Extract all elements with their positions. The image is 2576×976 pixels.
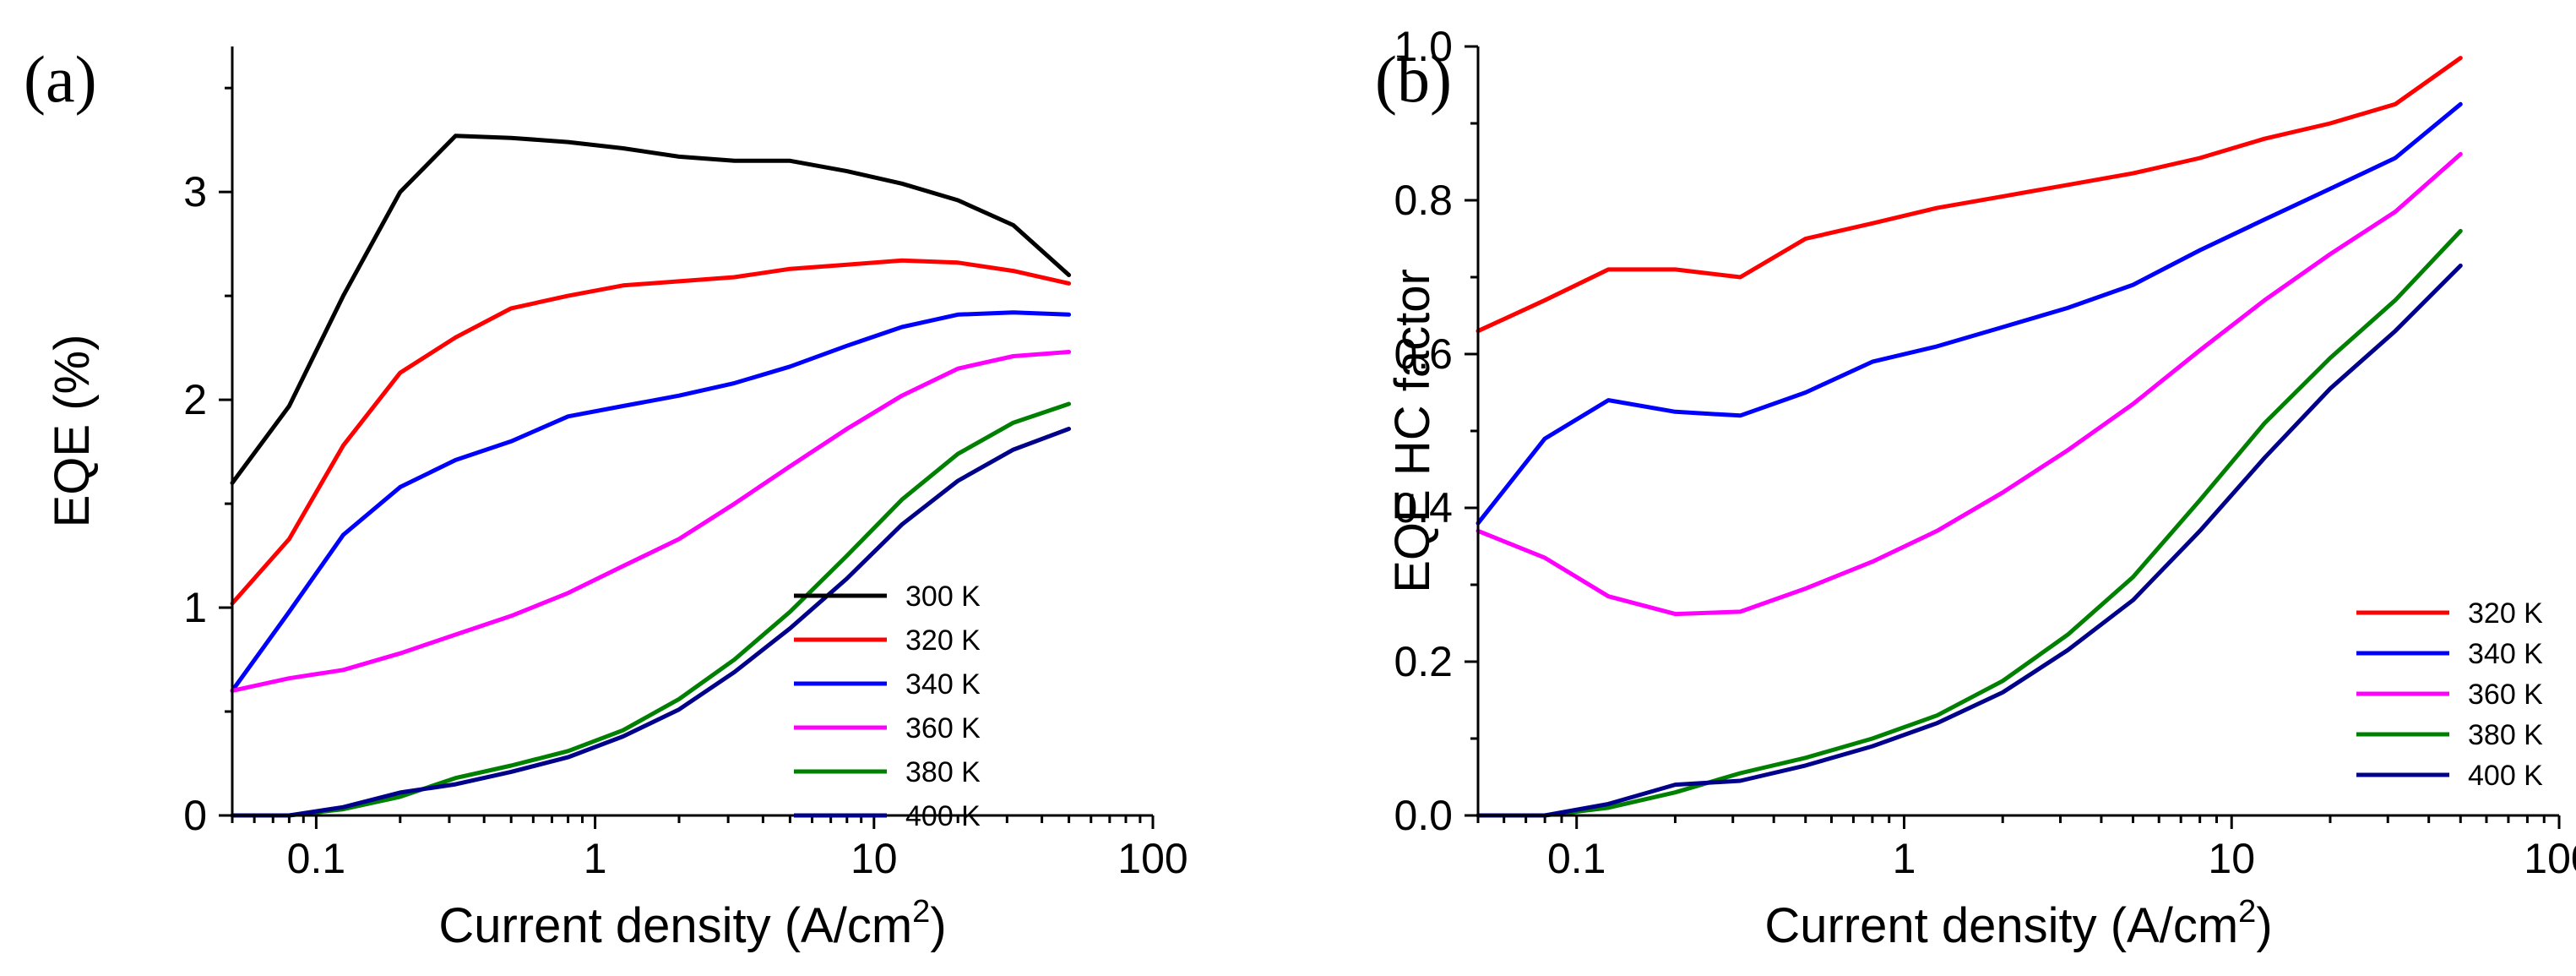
legend-label: 300 K <box>905 581 981 613</box>
x-tick-label: 10 <box>851 835 898 882</box>
panel-label: (a) <box>24 42 97 116</box>
legend-label: 380 K <box>2468 719 2543 751</box>
legend-label: 400 K <box>2468 760 2543 792</box>
y-tick-label: 1.0 <box>1394 23 1453 70</box>
series-line-320k <box>230 258 1072 606</box>
x-tick-label: 0.1 <box>287 835 346 882</box>
x-tick-label: 1 <box>584 835 607 882</box>
y-tick-label: 3 <box>183 168 207 215</box>
series-line-300k <box>230 134 1072 485</box>
series-line-380k <box>230 401 1072 818</box>
y-tick-label: 0.6 <box>1394 330 1453 378</box>
series-line-400k <box>1475 263 2463 818</box>
panel-label: (b) <box>1375 42 1452 116</box>
x-tick-label: 10 <box>2208 835 2255 882</box>
y-axis-title: EQE (%) <box>45 335 100 528</box>
panel-b-chart: 0.1 1 10 100 0.0 0.2 0.4 0.6 0.8 1.0 Current densi… <box>1375 23 2576 953</box>
panel-a-chart: 0.1 1 10 100 0 1 2 3 Current density (A/cm2) EQE … <box>24 42 1188 953</box>
y-tick-label: 0.8 <box>1394 177 1453 224</box>
legend: 320 K 340 K 360 K 380 K 400 K <box>2356 597 2543 792</box>
x-axis-title: Current density (A/cm2) <box>1764 894 2272 953</box>
legend-label: 400 K <box>905 800 981 832</box>
x-tick-label: 100 <box>1117 835 1187 882</box>
series-line-360k <box>230 350 1072 693</box>
y-axis-title: EQE HC factor <box>1385 269 1440 593</box>
legend: 300 K 320 K 340 K 360 K 380 K 400 K <box>794 581 981 832</box>
x-tick-label: 100 <box>2524 835 2576 882</box>
legend-label: 320 K <box>905 624 981 657</box>
y-tick-label: 2 <box>183 376 207 423</box>
x-axis-title: Current density (A/cm2) <box>438 894 946 953</box>
y-tick-label: 0.0 <box>1394 792 1453 839</box>
y-tick-label: 1 <box>183 584 207 631</box>
series-line-380k <box>1475 228 2463 818</box>
series-line-340k <box>1475 101 2463 526</box>
legend-label: 380 K <box>905 756 981 788</box>
legend-label: 340 K <box>905 668 981 701</box>
y-tick-label: 0 <box>183 792 207 839</box>
series-line-340k <box>230 310 1072 693</box>
legend-label: 360 K <box>905 712 981 744</box>
x-tick-label: 0.1 <box>1547 835 1606 882</box>
series-line-360k <box>1475 151 2463 617</box>
legend-label: 320 K <box>2468 597 2543 630</box>
y-tick-label: 0.2 <box>1394 638 1453 685</box>
y-tick-label: 0.4 <box>1394 484 1453 532</box>
x-tick-label: 1 <box>1893 835 1916 882</box>
legend-label: 360 K <box>2468 679 2543 711</box>
series-line-400k <box>230 427 1072 818</box>
legend-label: 340 K <box>2468 638 2543 670</box>
series-line-320k <box>1475 56 2463 334</box>
